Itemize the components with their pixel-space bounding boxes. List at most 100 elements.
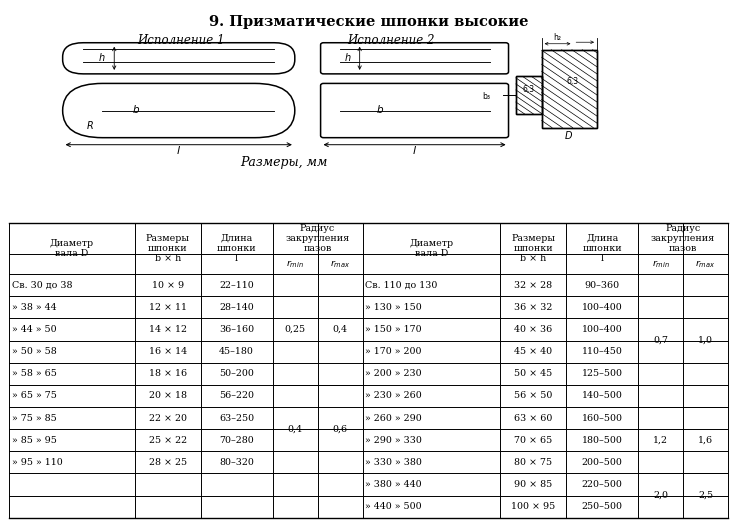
Text: » 380 » 440: » 380 » 440	[366, 480, 422, 489]
Text: 1,6: 1,6	[698, 436, 713, 445]
Text: » 330 » 380: » 330 » 380	[366, 458, 422, 467]
Text: 28–140: 28–140	[219, 303, 254, 312]
FancyBboxPatch shape	[63, 43, 295, 74]
Text: » 230 » 260: » 230 » 260	[366, 391, 422, 401]
Text: » 50 » 58: » 50 » 58	[12, 347, 57, 356]
Text: Диаметр
вала D: Диаметр вала D	[49, 238, 94, 258]
Text: 180–500: 180–500	[581, 436, 623, 445]
Text: h₂: h₂	[553, 33, 561, 42]
FancyBboxPatch shape	[63, 83, 295, 138]
Text: 140–500: 140–500	[581, 391, 623, 401]
Text: $r_{max}$: $r_{max}$	[329, 258, 350, 270]
Text: b₃: b₃	[483, 92, 490, 101]
Text: » 150 » 170: » 150 » 170	[366, 325, 422, 334]
Text: $r_{max}$: $r_{max}$	[696, 258, 716, 270]
Text: » 260 » 290: » 260 » 290	[366, 414, 422, 423]
Text: 1,0: 1,0	[698, 336, 713, 345]
Text: l: l	[413, 146, 416, 156]
Text: 22 × 20: 22 × 20	[149, 414, 186, 423]
Text: $r_{min}$: $r_{min}$	[286, 258, 304, 270]
Text: » 290 » 330: » 290 » 330	[366, 436, 422, 445]
Text: 25 × 22: 25 × 22	[149, 436, 186, 445]
Text: Диаметр
вала D: Диаметр вала D	[409, 238, 453, 258]
Text: 110–450: 110–450	[581, 347, 623, 356]
Text: 2,0: 2,0	[653, 491, 668, 500]
Text: h: h	[345, 53, 351, 63]
Text: » 75 » 85: » 75 » 85	[12, 414, 57, 423]
Text: 2,5: 2,5	[698, 491, 713, 500]
Text: 36 × 32: 36 × 32	[514, 303, 553, 312]
Bar	[516, 76, 542, 114]
Text: 200–500: 200–500	[581, 458, 623, 467]
Text: » 44 » 50: » 44 » 50	[12, 325, 57, 334]
Text: 22–110: 22–110	[219, 281, 254, 290]
Bar	[542, 50, 597, 128]
Text: R: R	[86, 121, 94, 131]
Text: 220–500: 220–500	[581, 480, 623, 489]
Text: » 200 » 230: » 200 » 230	[366, 369, 422, 378]
Text: 45 × 40: 45 × 40	[514, 347, 553, 356]
Text: 100–400: 100–400	[582, 325, 623, 334]
Text: 9. Призматические шпонки высокие: 9. Призматические шпонки высокие	[209, 15, 528, 29]
Text: » 65 » 75: » 65 » 75	[12, 391, 57, 401]
Text: 20 × 18: 20 × 18	[149, 391, 186, 401]
Text: 6,3: 6,3	[567, 77, 579, 86]
FancyBboxPatch shape	[321, 83, 509, 138]
Text: $r_{min}$: $r_{min}$	[652, 258, 670, 270]
Text: 90 × 85: 90 × 85	[514, 480, 553, 489]
Text: 36–160: 36–160	[219, 325, 254, 334]
Text: » 58 » 65: » 58 » 65	[12, 369, 57, 378]
Text: 1,2: 1,2	[653, 436, 668, 445]
Text: l: l	[177, 146, 180, 156]
Text: 18 × 16: 18 × 16	[149, 369, 186, 378]
Text: 63–250: 63–250	[219, 414, 254, 423]
Text: 16 × 14: 16 × 14	[149, 347, 186, 356]
FancyBboxPatch shape	[321, 43, 509, 74]
Text: 14 × 12: 14 × 12	[149, 325, 186, 334]
Text: 40 × 36: 40 × 36	[514, 325, 553, 334]
Text: Размеры, мм: Размеры, мм	[240, 156, 327, 169]
Text: 0,6: 0,6	[332, 425, 348, 434]
Text: Размеры
шпонки
b × h: Размеры шпонки b × h	[511, 234, 556, 263]
Text: Радиус
закругления
пазов: Радиус закругления пазов	[651, 224, 716, 253]
Text: 0,4: 0,4	[332, 325, 348, 334]
Text: 100 × 95: 100 × 95	[511, 502, 556, 511]
Text: 12 × 11: 12 × 11	[149, 303, 186, 312]
Text: » 130 » 150: » 130 » 150	[366, 303, 422, 312]
Text: » 38 » 44: » 38 » 44	[12, 303, 57, 312]
Text: 100–400: 100–400	[582, 303, 623, 312]
Text: 160–500: 160–500	[581, 414, 623, 423]
Text: 63 × 60: 63 × 60	[514, 414, 553, 423]
Text: Длина
шпонки
l: Длина шпонки l	[217, 234, 256, 263]
Text: 50 × 45: 50 × 45	[514, 369, 553, 378]
Text: b: b	[133, 105, 139, 115]
Text: 56–220: 56–220	[219, 391, 254, 401]
Text: 6,3: 6,3	[523, 85, 535, 94]
Text: 250–500: 250–500	[581, 502, 623, 511]
Bar	[516, 76, 542, 114]
Text: 45–180: 45–180	[219, 347, 254, 356]
Text: 32 × 28: 32 × 28	[514, 281, 553, 290]
Bar	[542, 50, 597, 128]
Text: 70–280: 70–280	[219, 436, 254, 445]
Text: 0,25: 0,25	[284, 325, 306, 334]
Text: 0,7: 0,7	[653, 336, 668, 345]
Text: Длина
шпонки
l: Длина шпонки l	[582, 234, 622, 263]
Text: 28 × 25: 28 × 25	[149, 458, 186, 467]
Text: Размеры
шпонки
b × h: Размеры шпонки b × h	[146, 234, 189, 263]
Text: 10 × 9: 10 × 9	[152, 281, 184, 290]
Text: b: b	[377, 105, 383, 115]
Text: 56 × 50: 56 × 50	[514, 391, 553, 401]
Text: Исполнение 1: Исполнение 1	[137, 33, 224, 47]
Text: D: D	[565, 131, 573, 141]
Text: » 95 » 110: » 95 » 110	[12, 458, 63, 467]
Text: Св. 30 до 38: Св. 30 до 38	[12, 281, 72, 290]
Text: h: h	[99, 53, 105, 63]
Text: 90–360: 90–360	[584, 281, 620, 290]
Text: 70 × 65: 70 × 65	[514, 436, 553, 445]
Text: 0,4: 0,4	[287, 425, 303, 434]
Text: » 440 » 500: » 440 » 500	[366, 502, 422, 511]
Text: » 85 » 95: » 85 » 95	[12, 436, 57, 445]
Text: Св. 110 до 130: Св. 110 до 130	[366, 281, 438, 290]
Text: Радиус
закругления
пазов: Радиус закругления пазов	[285, 224, 349, 253]
